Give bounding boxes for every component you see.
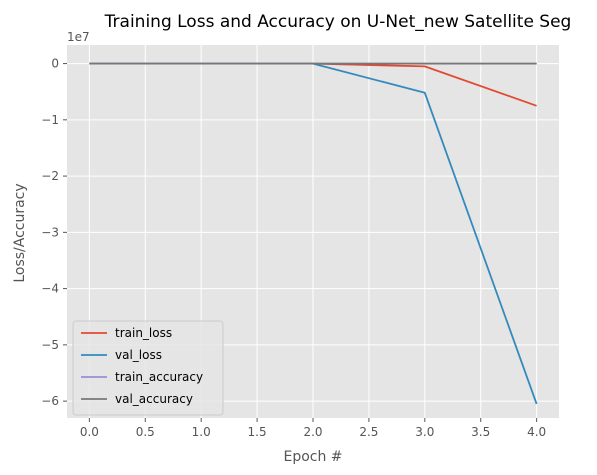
y-tick-label: −3 [41,225,59,239]
legend: train_loss val_loss train_accuracy val_accu… [73,321,223,415]
y-tick-label: −1 [41,113,59,127]
x-axis-label: Epoch # [283,449,342,465]
x-tick-label: 0.0 [80,425,99,439]
x-tick-label: 1.5 [248,425,267,439]
x-tick-label: 4.0 [527,425,546,439]
x-tick-label: 3.0 [415,425,434,439]
legend-label-train_accuracy: train_accuracy [115,370,203,384]
x-tick-label: 1.0 [192,425,211,439]
legend-label-val_loss: val_loss [115,348,162,362]
y-tick-label: 0 [51,57,59,71]
y-tick-label: −5 [41,338,59,352]
x-tick-label: 3.5 [471,425,490,439]
legend-label-train_loss: train_loss [115,326,172,340]
y-axis: 0 −1 −2 −3 −4 −5 −6 [41,57,67,409]
y-tick-label: −6 [41,394,59,408]
chart-title: Training Loss and Accuracy on U-Net_new … [104,12,572,32]
x-tick-label: 2.0 [303,425,322,439]
y-offset-label: 1e7 [67,30,90,44]
x-axis: 0.0 0.5 1.0 1.5 2.0 2.5 3.0 3.5 4.0 [80,418,546,439]
x-tick-label: 0.5 [136,425,155,439]
x-tick-label: 2.5 [359,425,378,439]
y-tick-label: −2 [41,169,59,183]
y-axis-label: Loss/Accuracy [12,183,28,282]
legend-label-val_accuracy: val_accuracy [115,392,193,406]
y-tick-label: −4 [41,282,59,296]
